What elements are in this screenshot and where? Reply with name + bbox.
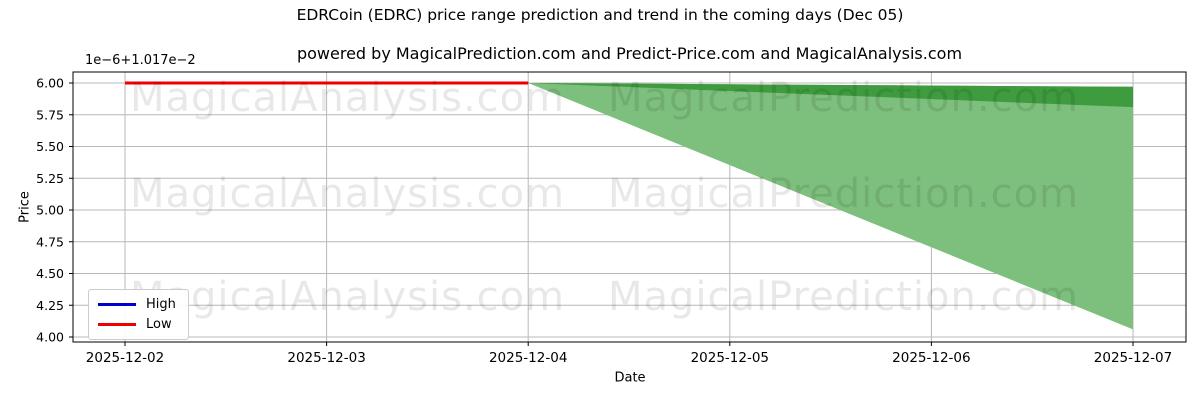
forecast-band-high-trend-band: [528, 83, 1133, 108]
x-axis-label: Date: [614, 370, 646, 386]
x-tick-label: 2025-12-05: [691, 350, 769, 366]
x-tick-label: 2025-12-06: [892, 350, 970, 366]
watermark-magicalanalysis: MagicalAnalysis.com: [130, 274, 565, 320]
y-axis-offset-text: 1e−6+1.017e−2: [85, 53, 196, 68]
y-tick-label: 5.75: [36, 107, 64, 122]
watermark-magicalprediction: MagicalPrediction.com: [608, 171, 1079, 217]
y-tick-label: 4.25: [36, 298, 64, 313]
watermark-magicalanalysis: MagicalAnalysis.com: [130, 75, 565, 121]
y-tick-label: 5.50: [36, 139, 64, 154]
forecast-band-low-to-high-range: [528, 83, 1133, 330]
high-line-swatch: [98, 303, 136, 306]
y-tick-label: 5.25: [36, 171, 64, 186]
watermark-magicalprediction: MagicalPrediction.com: [608, 75, 1079, 121]
legend-label-high: High: [146, 297, 176, 312]
legend-item-low: Low: [98, 317, 176, 332]
x-tick-label: 2025-12-04: [489, 350, 567, 366]
x-tick-label: 2025-12-02: [86, 350, 164, 366]
x-tick-label: 2025-12-07: [1094, 350, 1172, 366]
legend: High Low: [88, 289, 189, 340]
y-tick-label: 6.00: [36, 76, 64, 91]
axes-spines: [72, 71, 1187, 343]
chart-subtitle: powered by MagicalPrediction.com and Pre…: [296, 44, 963, 63]
low-line-swatch: [98, 323, 136, 326]
chart-title: EDRCoin (EDRC) price range prediction an…: [296, 6, 904, 24]
legend-label-low: Low: [146, 317, 172, 332]
y-axis-label: Price: [17, 191, 33, 223]
legend-item-high: High: [98, 297, 176, 312]
watermark-magicalanalysis: MagicalAnalysis.com: [130, 171, 565, 217]
watermark-magicalprediction: MagicalPrediction.com: [608, 274, 1079, 320]
x-tick-label: 2025-12-03: [287, 350, 365, 366]
y-tick-label: 5.00: [36, 203, 64, 218]
y-tick-label: 4.00: [36, 330, 64, 345]
y-tick-label: 4.75: [36, 234, 64, 249]
y-tick-label: 4.50: [36, 266, 64, 281]
